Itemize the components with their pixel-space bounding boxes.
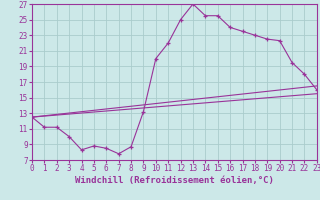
X-axis label: Windchill (Refroidissement éolien,°C): Windchill (Refroidissement éolien,°C) — [75, 176, 274, 185]
